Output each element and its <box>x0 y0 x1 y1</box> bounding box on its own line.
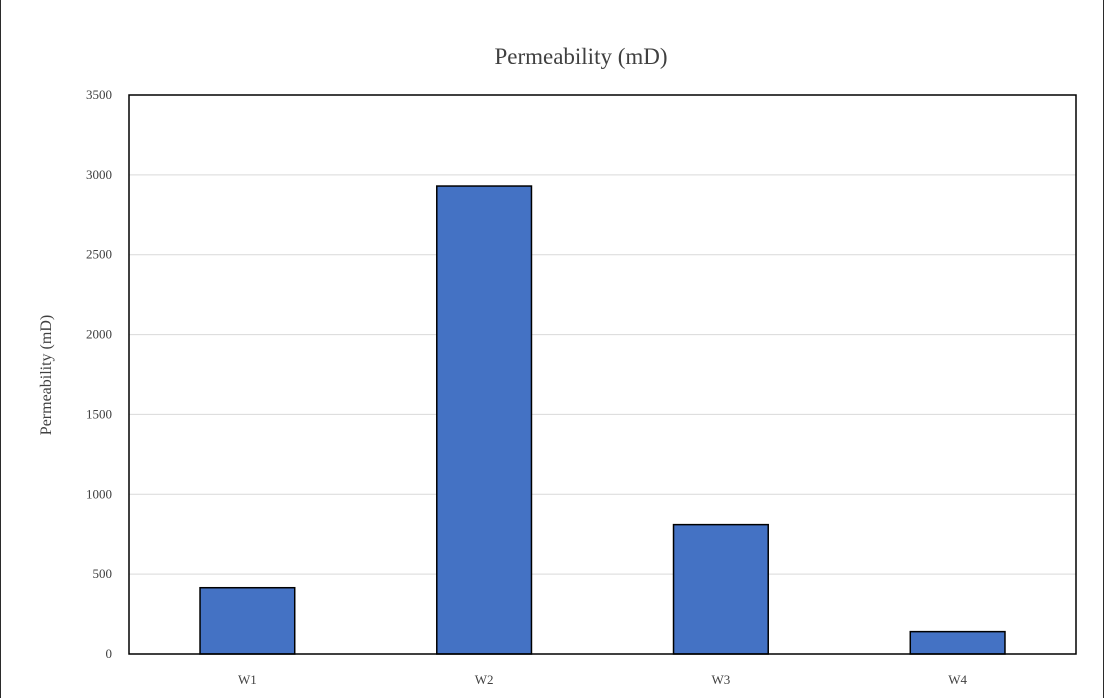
chart-title: Permeability (mD) <box>494 44 667 69</box>
y-tick-label: 3000 <box>86 167 112 182</box>
bar-w3 <box>672 523 769 655</box>
x-tick-label: W1 <box>238 672 257 687</box>
x-tick-label: W2 <box>475 672 494 687</box>
x-tick-label: W3 <box>711 672 730 687</box>
x-tick-labels: W1 W2 W3 W4 <box>238 672 968 687</box>
y-tick-label: 1000 <box>86 486 112 501</box>
y-tick-label: 2000 <box>86 327 112 342</box>
axes <box>128 94 1077 655</box>
y-axis-label: Permeability (mD) <box>38 315 55 435</box>
y-tick-labels: 0 500 1000 1500 2000 2500 3000 3500 <box>86 87 112 661</box>
y-tick-label: 500 <box>93 566 113 581</box>
x-tick-label: W4 <box>948 672 967 687</box>
bar-w4 <box>909 630 1006 655</box>
gridlines <box>129 174 1076 575</box>
y-tick-label: 0 <box>106 646 113 661</box>
y-tick-label: 2500 <box>86 247 112 262</box>
y-tick-label: 1500 <box>86 406 112 421</box>
bars <box>199 185 1006 655</box>
bar-w2 <box>436 185 533 655</box>
plot-area-border <box>128 94 1077 655</box>
bar-w1 <box>199 586 296 655</box>
y-tick-label: 3500 <box>86 87 112 102</box>
